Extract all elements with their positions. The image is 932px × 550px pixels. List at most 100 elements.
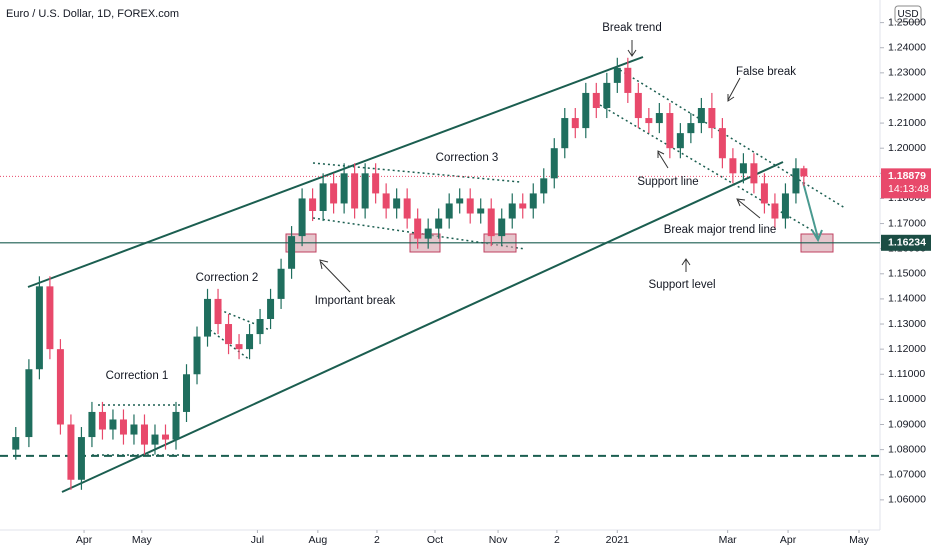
arrow bbox=[681, 258, 691, 272]
candle-body bbox=[319, 183, 327, 211]
candle-body bbox=[214, 298, 222, 325]
candle-body bbox=[466, 198, 474, 214]
candle-body bbox=[571, 118, 579, 129]
candle-body bbox=[12, 437, 20, 450]
candle-body bbox=[330, 183, 338, 204]
candle-body bbox=[624, 67, 632, 93]
candle-body bbox=[183, 374, 191, 412]
annotation: Break trend bbox=[602, 22, 661, 34]
arrow bbox=[319, 259, 351, 293]
y-tick-label: 1.24000 bbox=[888, 42, 926, 54]
candle-body bbox=[666, 113, 674, 149]
x-tick-label: Apr bbox=[780, 534, 797, 546]
y-tick-label: 1.12000 bbox=[888, 343, 926, 355]
arrow bbox=[657, 150, 669, 169]
candle-body bbox=[697, 108, 705, 124]
x-tick-label: 2 bbox=[374, 534, 380, 546]
candle-body bbox=[193, 336, 201, 375]
candle-body bbox=[592, 92, 600, 109]
annotation: Correction 2 bbox=[196, 272, 259, 284]
annotation: False break bbox=[736, 66, 796, 78]
candle-body bbox=[603, 82, 611, 109]
candle-body bbox=[403, 198, 411, 219]
candle-body bbox=[781, 193, 789, 219]
annotation: Support level bbox=[648, 279, 715, 291]
projection-arrow bbox=[802, 181, 823, 243]
annotation: Correction 3 bbox=[436, 152, 499, 164]
down-trend-top bbox=[619, 69, 846, 209]
candle-body bbox=[750, 163, 758, 184]
chart-title: Euro / U.S. Dollar, 1D, FOREX.com bbox=[6, 8, 179, 20]
candle-body bbox=[340, 173, 348, 204]
candle-body bbox=[235, 344, 243, 350]
candle-body bbox=[98, 411, 106, 430]
arrow bbox=[727, 77, 741, 102]
candle-body bbox=[225, 324, 233, 345]
channel-bottom bbox=[61, 161, 784, 493]
y-tick-label: 1.13000 bbox=[888, 318, 926, 330]
candle-body bbox=[550, 148, 558, 179]
x-tick-label: Jul bbox=[251, 534, 264, 546]
y-tick-label: 1.11000 bbox=[888, 368, 925, 380]
candle-body bbox=[634, 92, 642, 119]
candle-body bbox=[361, 173, 369, 209]
flag-bottom bbox=[312, 217, 526, 250]
candle-body bbox=[372, 173, 380, 194]
candle-body bbox=[161, 434, 169, 440]
candle-body bbox=[288, 236, 296, 269]
y-tick-label: 1.10000 bbox=[888, 393, 926, 405]
candle-body bbox=[498, 218, 506, 237]
candle-body bbox=[151, 434, 159, 445]
candle-body bbox=[309, 198, 317, 211]
last-price-box bbox=[881, 168, 931, 199]
x-tick-label: Aug bbox=[309, 534, 328, 546]
y-tick-label: 1.08000 bbox=[888, 443, 926, 455]
candle-body bbox=[298, 198, 306, 237]
candle-body bbox=[739, 163, 747, 174]
candle-body bbox=[645, 118, 653, 124]
candle-body bbox=[487, 208, 495, 237]
candle-body bbox=[382, 193, 390, 209]
candle-body bbox=[760, 183, 768, 204]
countdown: 14:13:48 bbox=[888, 183, 929, 195]
last-price-label: 1.18879 bbox=[888, 170, 926, 182]
candle-body bbox=[172, 411, 180, 440]
candle-body bbox=[109, 419, 117, 430]
candle-body bbox=[130, 424, 138, 435]
channel-top bbox=[27, 56, 644, 288]
y-tick-label: 1.09000 bbox=[888, 418, 926, 430]
candle-body bbox=[77, 437, 85, 480]
candle-body bbox=[435, 218, 443, 229]
candle-body bbox=[676, 133, 684, 149]
candle-body bbox=[67, 424, 75, 480]
y-tick-label: 1.20000 bbox=[888, 142, 926, 154]
y-tick-label: 1.23000 bbox=[888, 67, 926, 79]
y-tick-label: 1.15000 bbox=[888, 268, 926, 280]
candle-body bbox=[718, 128, 726, 159]
candle-body bbox=[508, 203, 516, 219]
x-tick-label: Apr bbox=[76, 534, 93, 546]
currency-box bbox=[894, 5, 922, 23]
x-tick-label: 2 bbox=[554, 534, 560, 546]
candle-body bbox=[708, 108, 716, 129]
y-tick-label: 1.07000 bbox=[888, 469, 926, 481]
candle-body bbox=[267, 298, 275, 320]
candle-body bbox=[456, 198, 464, 204]
candle-body bbox=[540, 178, 548, 194]
candle-body bbox=[277, 268, 285, 299]
currency: USD bbox=[897, 9, 918, 20]
candle-body bbox=[771, 203, 779, 219]
y-tick-label: 1.22000 bbox=[888, 92, 926, 104]
x-tick-label: May bbox=[132, 534, 153, 546]
candle-body bbox=[582, 92, 590, 129]
candle-body bbox=[25, 369, 33, 438]
candle-body bbox=[687, 123, 695, 134]
candle-body bbox=[655, 113, 663, 124]
candle-body bbox=[519, 203, 527, 209]
annotation: Break major trend line bbox=[664, 224, 777, 236]
candle-body bbox=[529, 193, 537, 209]
candle-body bbox=[800, 168, 808, 177]
x-tick-label: 2021 bbox=[606, 534, 630, 546]
candle-body bbox=[477, 208, 485, 214]
